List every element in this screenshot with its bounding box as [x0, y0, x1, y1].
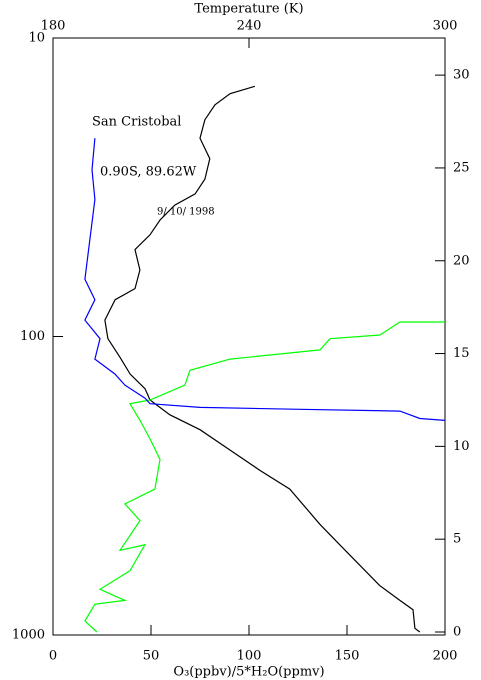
y-tick-label: 1000 [12, 628, 45, 643]
y-tick-label: 100 [20, 329, 45, 344]
annotation: San Cristobal [92, 115, 181, 130]
profile-line [104, 85, 421, 633]
bottom-axis-label: O₃(ppbv)/5*H₂O(ppmv) [173, 665, 324, 680]
x-tick-label: 100 [237, 649, 262, 664]
x-tick-label: 200 [433, 649, 458, 664]
y2-tick-label: 30 [453, 68, 470, 83]
x-tick-label: 150 [335, 649, 360, 664]
y-tick-label: 10 [28, 31, 45, 46]
x2-tick-label: 180 [41, 19, 66, 34]
y2-tick-label: 0 [453, 625, 461, 640]
top-axis-label: Temperature (K) [194, 2, 303, 17]
x2-tick-label: 300 [433, 19, 458, 34]
x2-tick-label: 240 [237, 19, 262, 34]
x-tick-label: 50 [143, 649, 160, 664]
profile-line [84, 321, 445, 633]
annotation: 9/ 10/ 1998 [157, 207, 215, 218]
annotation: 0.90S, 89.62W [100, 165, 197, 180]
y2-tick-label: 15 [453, 346, 470, 361]
y2-tick-label: 25 [453, 160, 470, 175]
profile-line [84, 138, 446, 421]
x-tick-label: 0 [49, 649, 57, 664]
y2-tick-label: 20 [453, 253, 470, 268]
y2-tick-label: 5 [453, 532, 461, 547]
y2-tick-label: 10 [453, 439, 470, 454]
